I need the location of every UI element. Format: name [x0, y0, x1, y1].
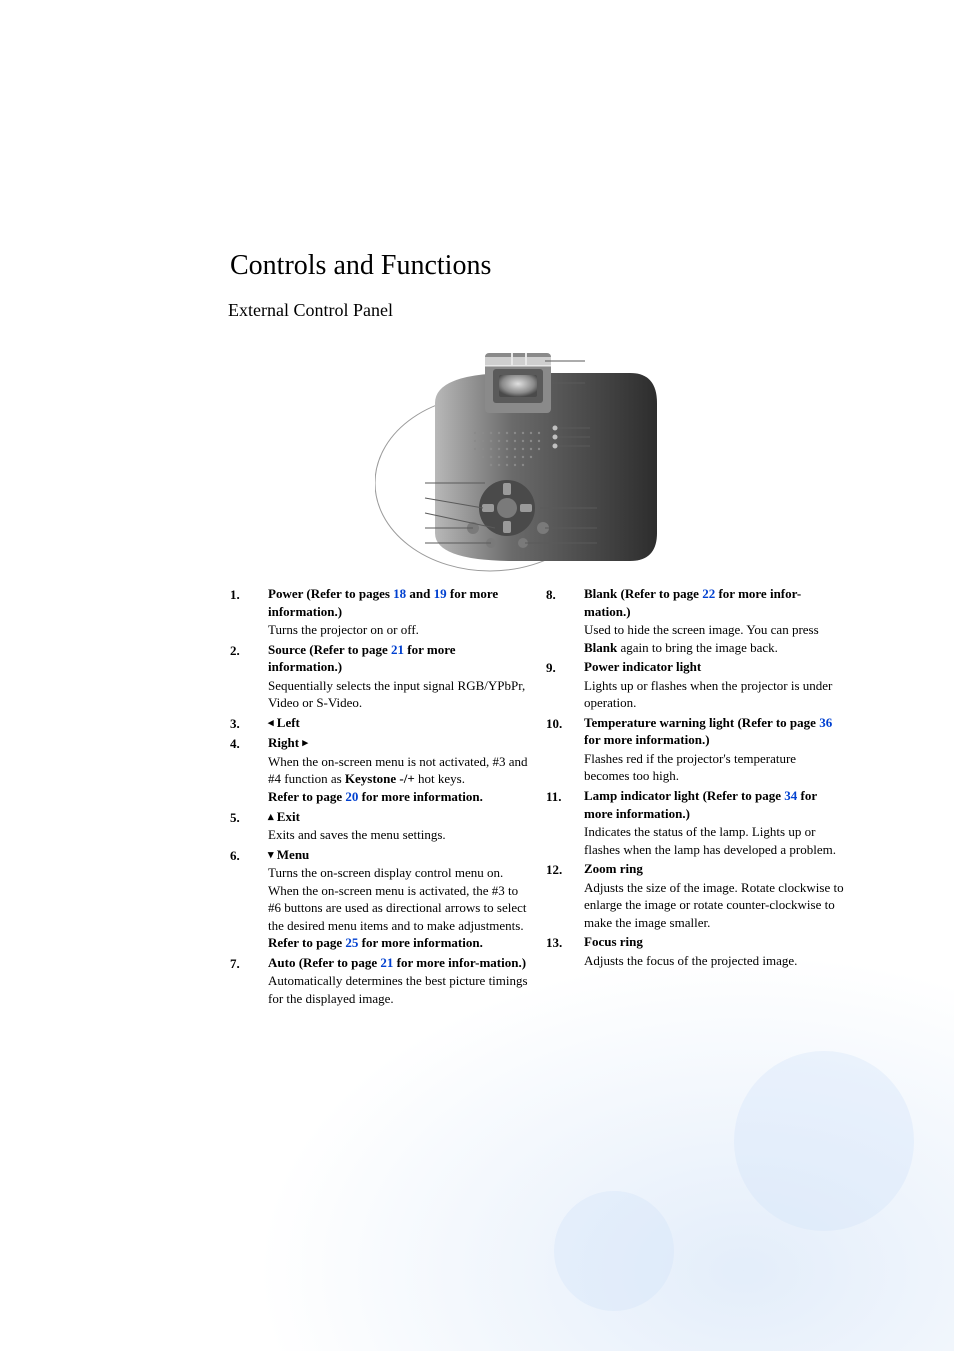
item-description: Automatically determines the best pictur… — [268, 972, 528, 1007]
item-description: Adjusts the focus of the projected image… — [584, 952, 844, 970]
item-body: Focus ring Adjusts the focus of the proje… — [584, 933, 844, 969]
item-description: Sequentially selects the input signal RG… — [268, 677, 528, 712]
list-item: 10. Temperature warning light (Refer to p… — [546, 714, 844, 785]
item-description: Used to hide the screen image. You can p… — [584, 621, 844, 656]
description-columns: 1. Power (Refer to pages 18 and 19 for mo… — [230, 585, 844, 1010]
right-column: 8. Blank (Refer to page 22 for more infor… — [546, 585, 844, 1010]
item-body: Auto (Refer to page 21 for more infor-ma… — [268, 954, 528, 1008]
page-link[interactable]: 25 — [345, 935, 358, 950]
item-number: 2. — [230, 641, 254, 712]
item-number: 5. — [230, 808, 254, 844]
page-link[interactable]: 18 — [393, 586, 406, 601]
item-number: 8. — [546, 585, 570, 656]
page-content: Controls and Functions External Control … — [0, 0, 954, 1351]
item-body: ▾ Menu Turns the on-screen display contro… — [268, 846, 528, 952]
item-heading: Lamp indicator light (Refer to page 34 f… — [584, 788, 817, 821]
item-description: Adjusts the size of the image. Rotate cl… — [584, 879, 844, 932]
bold-text: for more information. — [358, 789, 482, 804]
right-list: 8. Blank (Refer to page 22 for more infor… — [546, 585, 844, 969]
arrow-icon: ▸ — [302, 737, 308, 749]
list-item: 1. Power (Refer to pages 18 and 19 for mo… — [230, 585, 528, 639]
page-link[interactable]: 20 — [345, 789, 358, 804]
bold-text: Refer to page — [268, 789, 345, 804]
list-item: 4. Right ▸ When the on-screen menu is not … — [230, 734, 528, 805]
item-heading: Power indicator light — [584, 659, 701, 674]
item-body: Source (Refer to page 21 for more inform… — [268, 641, 528, 712]
item-heading: ▴ Exit — [268, 809, 300, 824]
item-heading: Auto (Refer to page 21 for more infor-ma… — [268, 955, 526, 970]
projector-diagram — [375, 333, 665, 573]
list-item: 7. Auto (Refer to page 21 for more infor-… — [230, 954, 528, 1008]
item-description: Turns the projector on or off. — [268, 621, 528, 639]
item-description: When the on-screen menu is not activated… — [268, 753, 528, 806]
item-heading: Power (Refer to pages 18 and 19 for more… — [268, 586, 498, 619]
list-item: 13. Focus ring Adjusts the focus of the pr… — [546, 933, 844, 969]
list-item: 12. Zoom ring Adjusts the size of the imag… — [546, 860, 844, 931]
item-heading: ▾ Menu — [268, 847, 309, 862]
item-description: Lights up or flashes when the projector … — [584, 677, 844, 712]
bold-text: Keystone -/+ — [345, 771, 415, 786]
item-body: Power indicator light Lights up or flashe… — [584, 658, 844, 712]
item-number: 10. — [546, 714, 570, 785]
item-heading: Temperature warning light (Refer to page… — [584, 715, 832, 748]
arrow-icon: ◂ — [268, 717, 274, 729]
item-number: 12. — [546, 860, 570, 931]
arrow-icon: ▾ — [268, 849, 274, 861]
list-item: 8. Blank (Refer to page 22 for more infor… — [546, 585, 844, 656]
item-heading: Focus ring — [584, 934, 643, 949]
page-link[interactable]: 21 — [380, 955, 393, 970]
item-description: Flashes red if the projector's temperatu… — [584, 750, 844, 785]
item-number: 13. — [546, 933, 570, 969]
item-body: Temperature warning light (Refer to page… — [584, 714, 844, 785]
page-link[interactable]: 21 — [391, 642, 404, 657]
item-body: Lamp indicator light (Refer to page 34 f… — [584, 787, 844, 858]
item-heading: Right ▸ — [268, 735, 308, 750]
item-number: 11. — [546, 787, 570, 858]
page-subtitle: External Control Panel — [228, 300, 844, 321]
item-heading: Source (Refer to page 21 for more inform… — [268, 642, 456, 675]
item-heading: Blank (Refer to page 22 for more infor-m… — [584, 586, 801, 619]
item-description: Indicates the status of the lamp. Lights… — [584, 823, 844, 858]
item-description: Turns the on-screen display control menu… — [268, 864, 528, 952]
item-number: 6. — [230, 846, 254, 952]
list-item: 2. Source (Refer to page 21 for more info… — [230, 641, 528, 712]
item-body: Power (Refer to pages 18 and 19 for more… — [268, 585, 528, 639]
item-body: Blank (Refer to page 22 for more infor-m… — [584, 585, 844, 656]
item-body: ▴ Exit Exits and saves the menu settings. — [268, 808, 528, 844]
page-link[interactable]: 19 — [434, 586, 447, 601]
item-body: ◂ Left — [268, 714, 528, 733]
list-item: 3. ◂ Left — [230, 714, 528, 733]
list-item: 6. ▾ Menu Turns the on-screen display cont… — [230, 846, 528, 952]
item-description: Exits and saves the menu settings. — [268, 826, 528, 844]
item-body: Zoom ring Adjusts the size of the image. … — [584, 860, 844, 931]
list-item: 5. ▴ Exit Exits and saves the menu setting… — [230, 808, 528, 844]
page-title: Controls and Functions — [230, 250, 844, 282]
arrow-icon: ▴ — [268, 811, 274, 823]
item-heading: Zoom ring — [584, 861, 643, 876]
list-item: 11. Lamp indicator light (Refer to page 3… — [546, 787, 844, 858]
item-number: 1. — [230, 585, 254, 639]
item-body: Right ▸ When the on-screen menu is not ac… — [268, 734, 528, 805]
page-link[interactable]: 36 — [819, 715, 832, 730]
bold-text: for more information. — [358, 935, 482, 950]
item-number: 7. — [230, 954, 254, 1008]
left-column: 1. Power (Refer to pages 18 and 19 for mo… — [230, 585, 528, 1010]
page-link[interactable]: 34 — [784, 788, 797, 803]
bold-text: Refer to page — [268, 935, 345, 950]
item-number: 4. — [230, 734, 254, 805]
item-heading: ◂ Left — [268, 715, 300, 730]
left-list: 1. Power (Refer to pages 18 and 19 for mo… — [230, 585, 528, 1008]
bold-text: Blank — [584, 640, 617, 655]
item-number: 9. — [546, 658, 570, 712]
list-item: 9. Power indicator light Lights up or flas… — [546, 658, 844, 712]
item-number: 3. — [230, 714, 254, 733]
page-link[interactable]: 22 — [702, 586, 715, 601]
